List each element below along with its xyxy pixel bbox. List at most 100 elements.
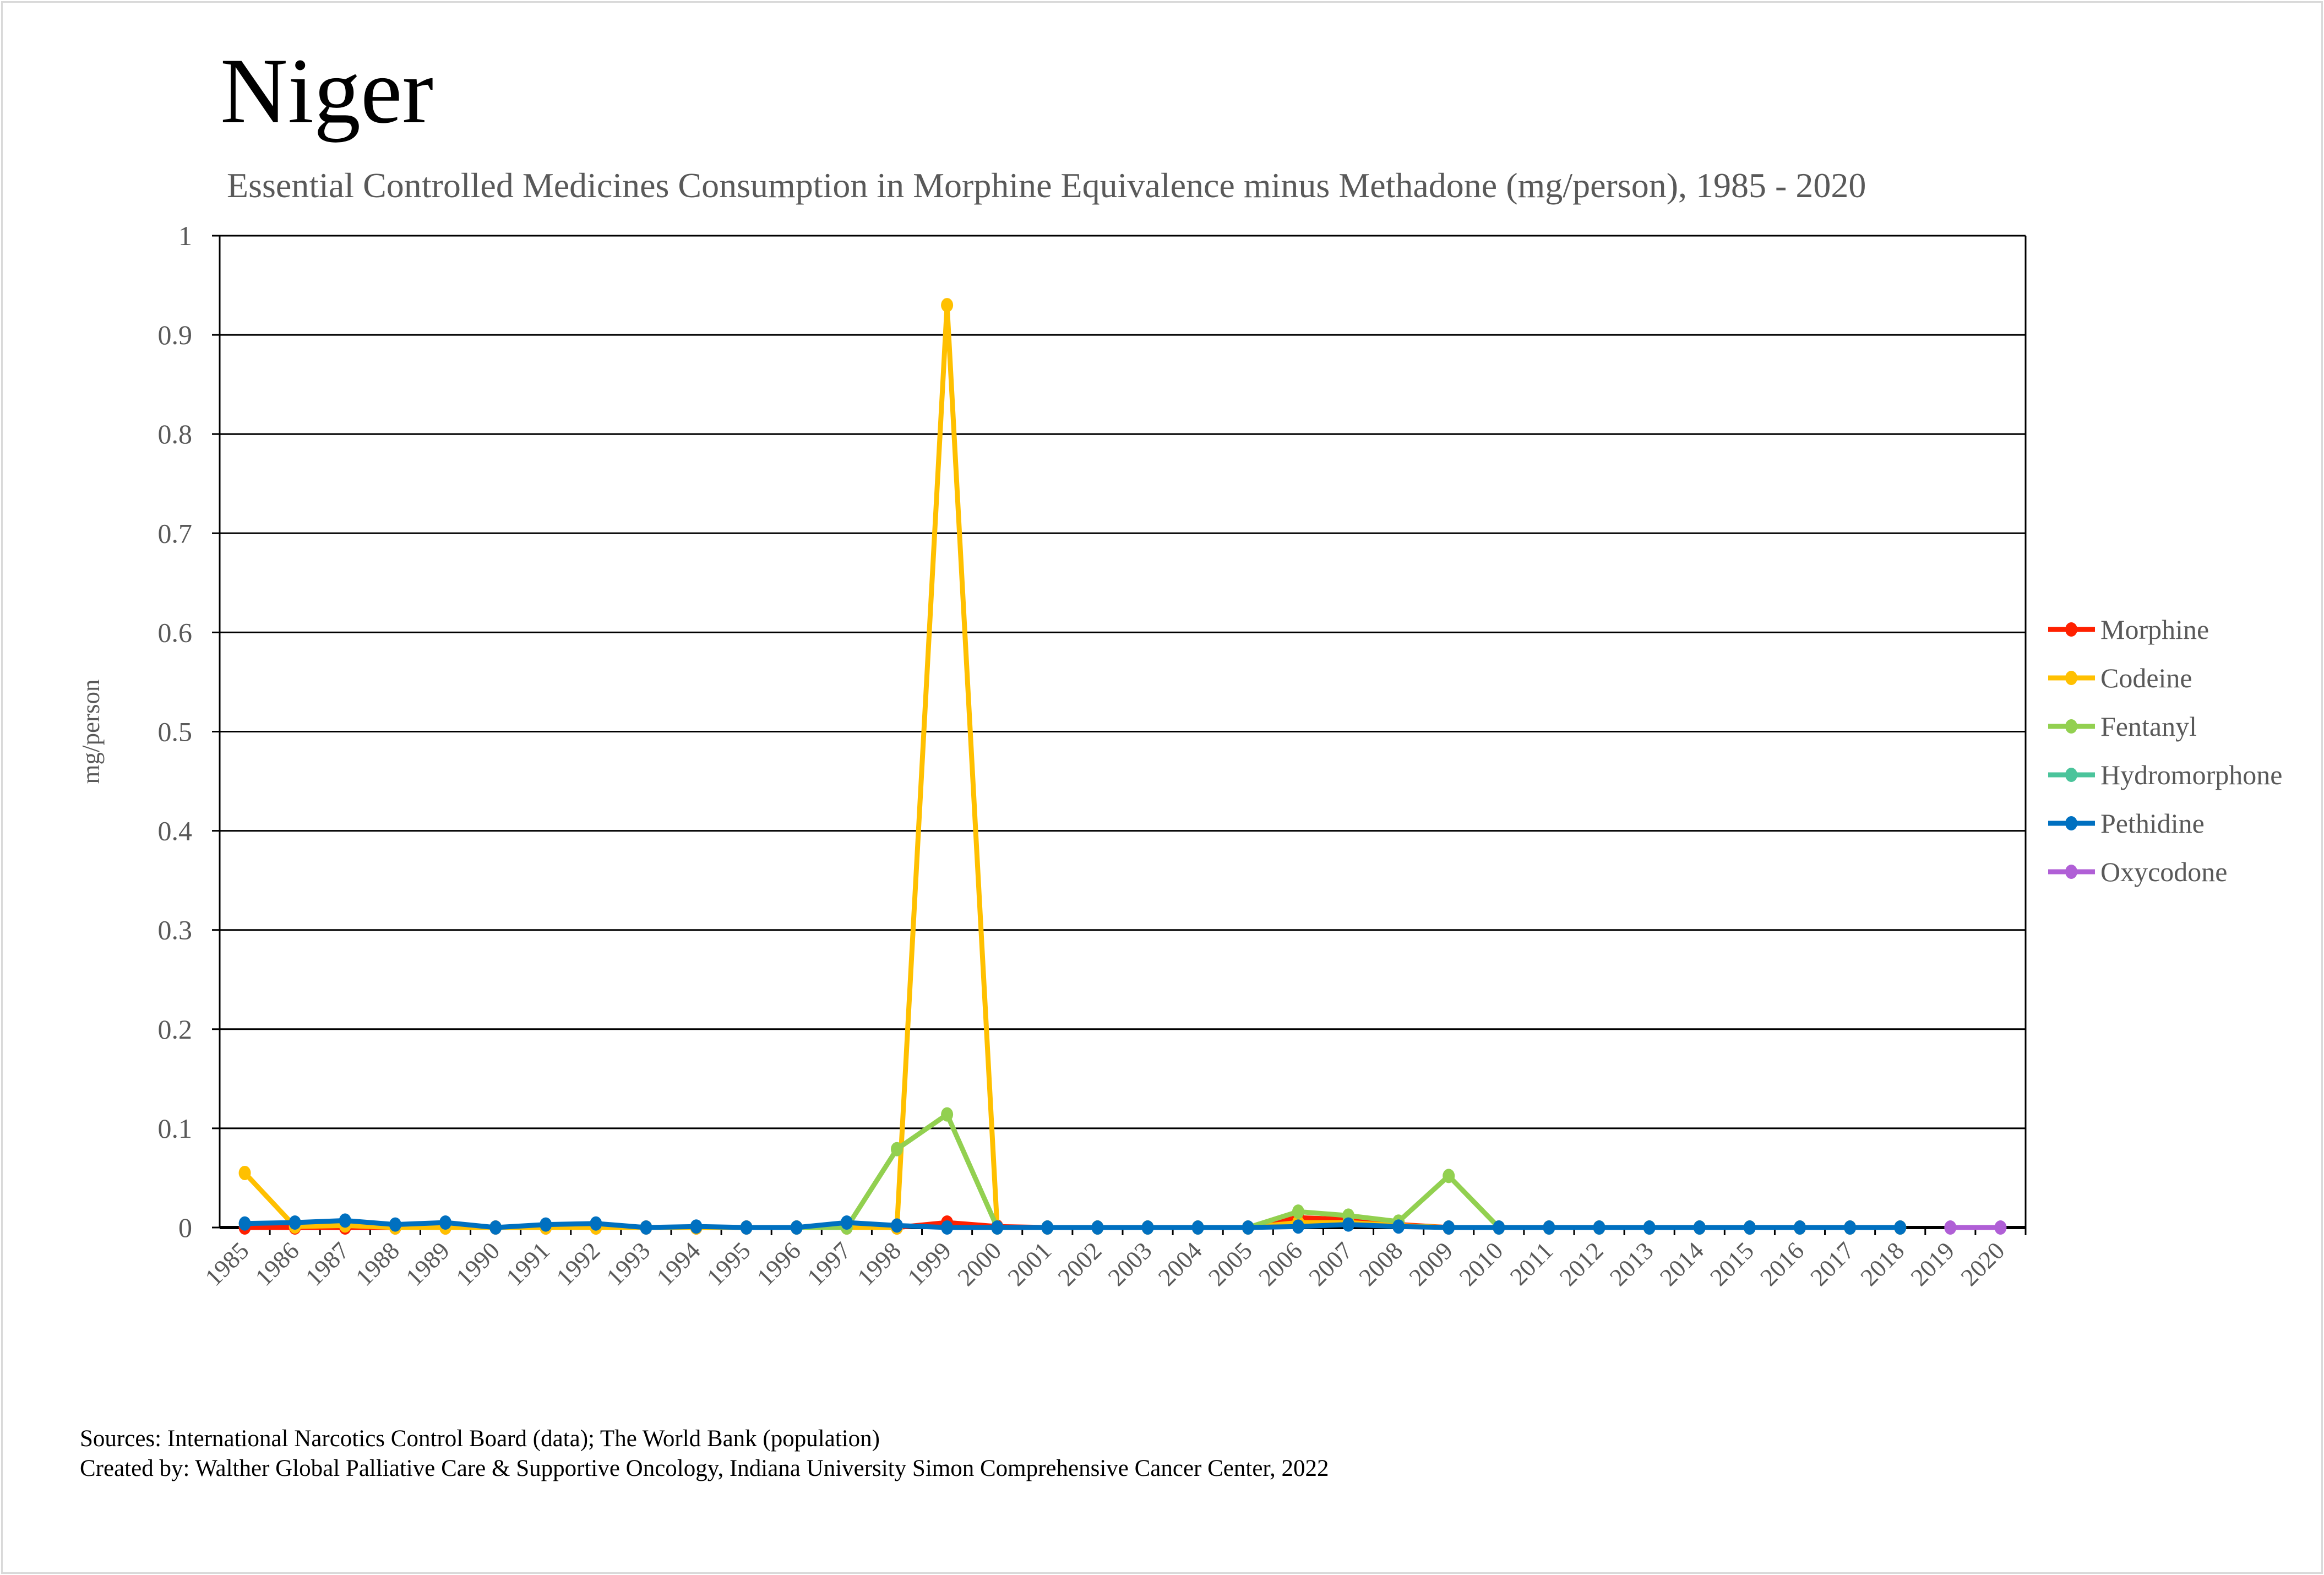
data-point-pethidine bbox=[339, 1213, 351, 1228]
legend-label-oxycodone: Oxycodone bbox=[2100, 856, 2228, 887]
legend-label-morphine: Morphine bbox=[2100, 614, 2209, 645]
data-point-pethidine bbox=[1392, 1219, 1405, 1234]
data-point-pethidine bbox=[289, 1215, 301, 1230]
y-tick-label: 0.7 bbox=[158, 518, 193, 548]
data-point-fentanyl bbox=[941, 1107, 954, 1122]
x-tick-label: 1995 bbox=[701, 1237, 756, 1291]
data-point-pethidine bbox=[1693, 1220, 1706, 1235]
x-tick-label: 2004 bbox=[1153, 1237, 1207, 1291]
x-tick-label: 2017 bbox=[1805, 1237, 1859, 1291]
x-tick-label: 1991 bbox=[500, 1237, 555, 1291]
x-tick-label: 1999 bbox=[902, 1237, 956, 1291]
chart-title: Niger bbox=[220, 39, 434, 143]
data-point-pethidine bbox=[1041, 1220, 1054, 1235]
data-point-pethidine bbox=[740, 1220, 753, 1235]
data-point-pethidine bbox=[1894, 1220, 1907, 1235]
data-point-pethidine bbox=[1794, 1220, 1806, 1235]
x-tick-label: 1986 bbox=[250, 1237, 304, 1291]
y-tick-label: 0.9 bbox=[158, 319, 193, 350]
x-tick-label: 1994 bbox=[651, 1237, 706, 1291]
data-point-pethidine bbox=[238, 1216, 251, 1231]
x-tick-label: 2001 bbox=[1002, 1237, 1057, 1291]
data-point-pethidine bbox=[941, 1220, 954, 1235]
x-tick-label: 1997 bbox=[802, 1237, 856, 1291]
data-point-pethidine bbox=[1543, 1220, 1555, 1235]
x-tick-label: 2002 bbox=[1053, 1237, 1107, 1291]
data-point-pethidine bbox=[1141, 1220, 1154, 1235]
x-tick-label: 2005 bbox=[1203, 1237, 1258, 1291]
y-tick-label: 0.3 bbox=[158, 915, 193, 946]
x-tick-label: 2019 bbox=[1905, 1237, 1960, 1291]
x-tick-label: 2016 bbox=[1755, 1237, 1809, 1291]
x-tick-label: 2007 bbox=[1303, 1237, 1358, 1291]
data-point-pethidine bbox=[1443, 1220, 1455, 1235]
data-point-pethidine bbox=[690, 1219, 703, 1234]
data-point-oxycodone bbox=[1944, 1220, 1957, 1235]
legend-marker-fentanyl bbox=[2065, 719, 2077, 734]
x-tick-label: 1996 bbox=[752, 1237, 806, 1291]
legend-marker-pethidine bbox=[2065, 816, 2077, 830]
data-point-pethidine bbox=[891, 1218, 903, 1233]
y-tick-label: 0.6 bbox=[158, 617, 193, 648]
y-tick-label: 1 bbox=[178, 220, 192, 251]
data-point-pethidine bbox=[590, 1216, 602, 1231]
data-point-pethidine bbox=[1242, 1220, 1254, 1235]
y-tick-label: 0.8 bbox=[158, 419, 193, 449]
data-point-pethidine bbox=[1292, 1219, 1304, 1234]
y-tick-label: 0.1 bbox=[158, 1113, 193, 1144]
data-point-pethidine bbox=[991, 1220, 1004, 1235]
data-point-codeine bbox=[238, 1165, 251, 1180]
data-point-codeine bbox=[941, 298, 954, 313]
data-point-pethidine bbox=[1342, 1217, 1354, 1232]
x-tick-label: 1998 bbox=[852, 1237, 906, 1291]
series-line-pethidine bbox=[244, 1218, 1901, 1230]
y-tick-label: 0.5 bbox=[158, 716, 193, 747]
x-tick-label: 2008 bbox=[1353, 1237, 1408, 1291]
legend-marker-morphine bbox=[2065, 622, 2077, 637]
data-point-pethidine bbox=[1191, 1220, 1204, 1235]
legend-marker-codeine bbox=[2065, 671, 2077, 685]
data-point-pethidine bbox=[439, 1215, 451, 1230]
x-tick-label: 1989 bbox=[400, 1237, 455, 1291]
x-tick-label: 2012 bbox=[1554, 1237, 1609, 1291]
data-point-pethidine bbox=[1643, 1220, 1656, 1235]
x-tick-label: 1985 bbox=[200, 1237, 254, 1291]
x-tick-label: 2018 bbox=[1855, 1237, 1909, 1291]
x-tick-label: 1988 bbox=[350, 1237, 405, 1291]
x-tick-label: 2011 bbox=[1505, 1237, 1559, 1291]
x-tick-label: 2003 bbox=[1103, 1237, 1157, 1291]
x-tick-label: 1987 bbox=[300, 1237, 355, 1291]
data-point-pethidine bbox=[640, 1220, 652, 1235]
sources-note: Sources: International Narcotics Control… bbox=[80, 1426, 880, 1452]
y-axis-label: mg/person bbox=[77, 680, 105, 784]
data-point-pethidine bbox=[1493, 1220, 1505, 1235]
x-tick-label: 2006 bbox=[1253, 1237, 1308, 1291]
data-point-pethidine bbox=[1743, 1220, 1756, 1235]
data-point-fentanyl bbox=[891, 1142, 903, 1156]
data-point-pethidine bbox=[840, 1215, 853, 1230]
legend-marker-oxycodone bbox=[2065, 865, 2077, 879]
x-tick-label: 2000 bbox=[952, 1237, 1006, 1291]
y-tick-label: 0.2 bbox=[158, 1014, 193, 1045]
data-point-pethidine bbox=[790, 1220, 803, 1235]
x-tick-label: 2009 bbox=[1403, 1237, 1458, 1291]
x-tick-label: 1993 bbox=[601, 1237, 656, 1291]
x-tick-label: 2014 bbox=[1654, 1237, 1709, 1291]
legend-marker-hydromorphone bbox=[2065, 768, 2077, 782]
data-point-pethidine bbox=[1091, 1220, 1104, 1235]
data-point-fentanyl bbox=[1292, 1204, 1304, 1219]
y-tick-label: 0 bbox=[178, 1212, 192, 1243]
y-tick-label: 0.4 bbox=[158, 816, 193, 846]
x-tick-label: 2015 bbox=[1705, 1237, 1759, 1291]
data-point-fentanyl bbox=[1443, 1169, 1455, 1183]
data-point-pethidine bbox=[1593, 1220, 1605, 1235]
created-by-note: Created by: Walther Global Palliative Ca… bbox=[80, 1455, 1329, 1481]
legend-label-codeine: Codeine bbox=[2100, 662, 2192, 693]
data-point-pethidine bbox=[1844, 1220, 1857, 1235]
data-point-pethidine bbox=[540, 1217, 552, 1232]
x-tick-label: 2010 bbox=[1454, 1237, 1508, 1291]
data-point-pethidine bbox=[489, 1220, 502, 1235]
data-point-pethidine bbox=[389, 1217, 401, 1232]
